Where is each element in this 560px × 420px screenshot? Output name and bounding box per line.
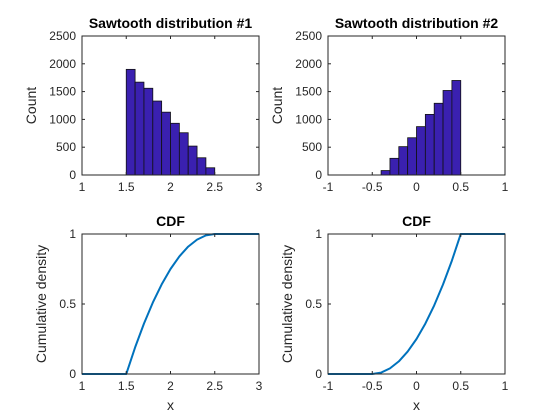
- y-tick-label: 0: [315, 367, 322, 381]
- x-tick-label: 3: [256, 180, 263, 194]
- chart-title: Sawtooth distribution #1: [89, 15, 253, 31]
- histogram-bar: [125, 68, 136, 176]
- histogram-bar: [407, 137, 417, 176]
- subplot-2: -1 -0.5 0 0.5 1 0 500 1000 1500 2000 2500 Sawtooth …: [269, 15, 509, 194]
- histogram-bar: [424, 113, 435, 176]
- y-tick-label: 1: [315, 227, 322, 241]
- x-tick-label: 1: [502, 379, 509, 393]
- chart-title: Sawtooth distribution #2: [335, 15, 499, 31]
- x-tick-label: 3: [256, 379, 263, 393]
- y-tick-label: 1000: [295, 112, 322, 126]
- x-tick-label: -1: [323, 180, 334, 194]
- y-axis-label: Count: [23, 87, 39, 124]
- cdf-line: [328, 233, 505, 375]
- subplot-4: -1 -0.5 0 0.5 1 0 0.5 1 CDF Cumulative density x: [279, 213, 509, 413]
- histogram-bar: [170, 122, 180, 176]
- y-tick-label: 2500: [295, 29, 322, 43]
- y-tick-label: 1000: [49, 112, 76, 126]
- x-tick-label: 2.5: [206, 180, 223, 194]
- y-axis-label: Cumulative density: [279, 245, 295, 363]
- x-tick-label: 2: [167, 379, 174, 393]
- histogram-bar: [205, 167, 216, 176]
- x-tick-label: 1: [79, 379, 86, 393]
- y-axis-label: Count: [269, 87, 285, 124]
- x-tick-label: -1: [323, 379, 334, 393]
- histogram-bar: [143, 87, 154, 176]
- histogram-bar: [451, 80, 462, 176]
- histogram-bar: [389, 157, 400, 176]
- y-tick-label: 2000: [295, 57, 322, 71]
- y-tick-label: 0: [69, 168, 76, 182]
- y-tick-label: 0.5: [59, 297, 76, 311]
- y-tick-label: 2500: [49, 29, 76, 43]
- y-tick-label: 500: [302, 140, 322, 154]
- y-tick-label: 1: [69, 227, 76, 241]
- histogram-bar: [380, 170, 391, 176]
- histogram-bar: [178, 132, 189, 176]
- y-tick-label: 1500: [295, 85, 322, 99]
- histogram-bar: [134, 81, 145, 176]
- subplot-3: 1 1.5 2 2.5 3 0 0.5 1 CDF Cumulative density x: [33, 213, 263, 413]
- chart-title: CDF: [402, 213, 431, 229]
- histogram-bar: [442, 90, 453, 176]
- x-tick-label: 2: [167, 180, 174, 194]
- y-axis-label: Cumulative density: [33, 245, 49, 363]
- x-tick-label: -0.5: [362, 180, 383, 194]
- histogram-bar: [196, 157, 207, 176]
- y-tick-label: 0: [69, 367, 76, 381]
- x-tick-label: 0.5: [452, 180, 469, 194]
- y-tick-label: 1500: [49, 85, 76, 99]
- subplot-1: 1 1.5 2 2.5 3 0 500 1000 1500 2000 2500 Sawtooth di…: [23, 15, 263, 194]
- x-tick-label: 0: [413, 379, 420, 393]
- y-tick-label: 500: [56, 140, 76, 154]
- histogram-bar: [161, 111, 171, 176]
- x-tick-label: 0.5: [452, 379, 469, 393]
- plot-area: [328, 234, 505, 374]
- chart-title: CDF: [156, 213, 185, 229]
- y-tick-label: 2000: [49, 57, 76, 71]
- y-tick-label: 0: [315, 168, 322, 182]
- x-tick-label: 1.5: [118, 379, 135, 393]
- histogram-bar: [416, 126, 426, 176]
- y-tick-label: 0.5: [305, 297, 322, 311]
- x-tick-label: 1: [79, 180, 86, 194]
- x-axis-label: x: [413, 397, 420, 413]
- histogram-bar: [398, 146, 409, 176]
- x-axis-label: x: [167, 397, 174, 413]
- cdf-line: [82, 233, 259, 375]
- x-tick-label: 1: [502, 180, 509, 194]
- plot-area: [82, 234, 259, 374]
- x-tick-label: 0: [413, 180, 420, 194]
- histogram-bar: [187, 145, 198, 176]
- x-tick-label: 2.5: [206, 379, 223, 393]
- histogram-bar: [433, 102, 444, 176]
- histogram-bar: [152, 100, 163, 176]
- x-tick-label: -0.5: [362, 379, 383, 393]
- x-tick-label: 1.5: [118, 180, 135, 194]
